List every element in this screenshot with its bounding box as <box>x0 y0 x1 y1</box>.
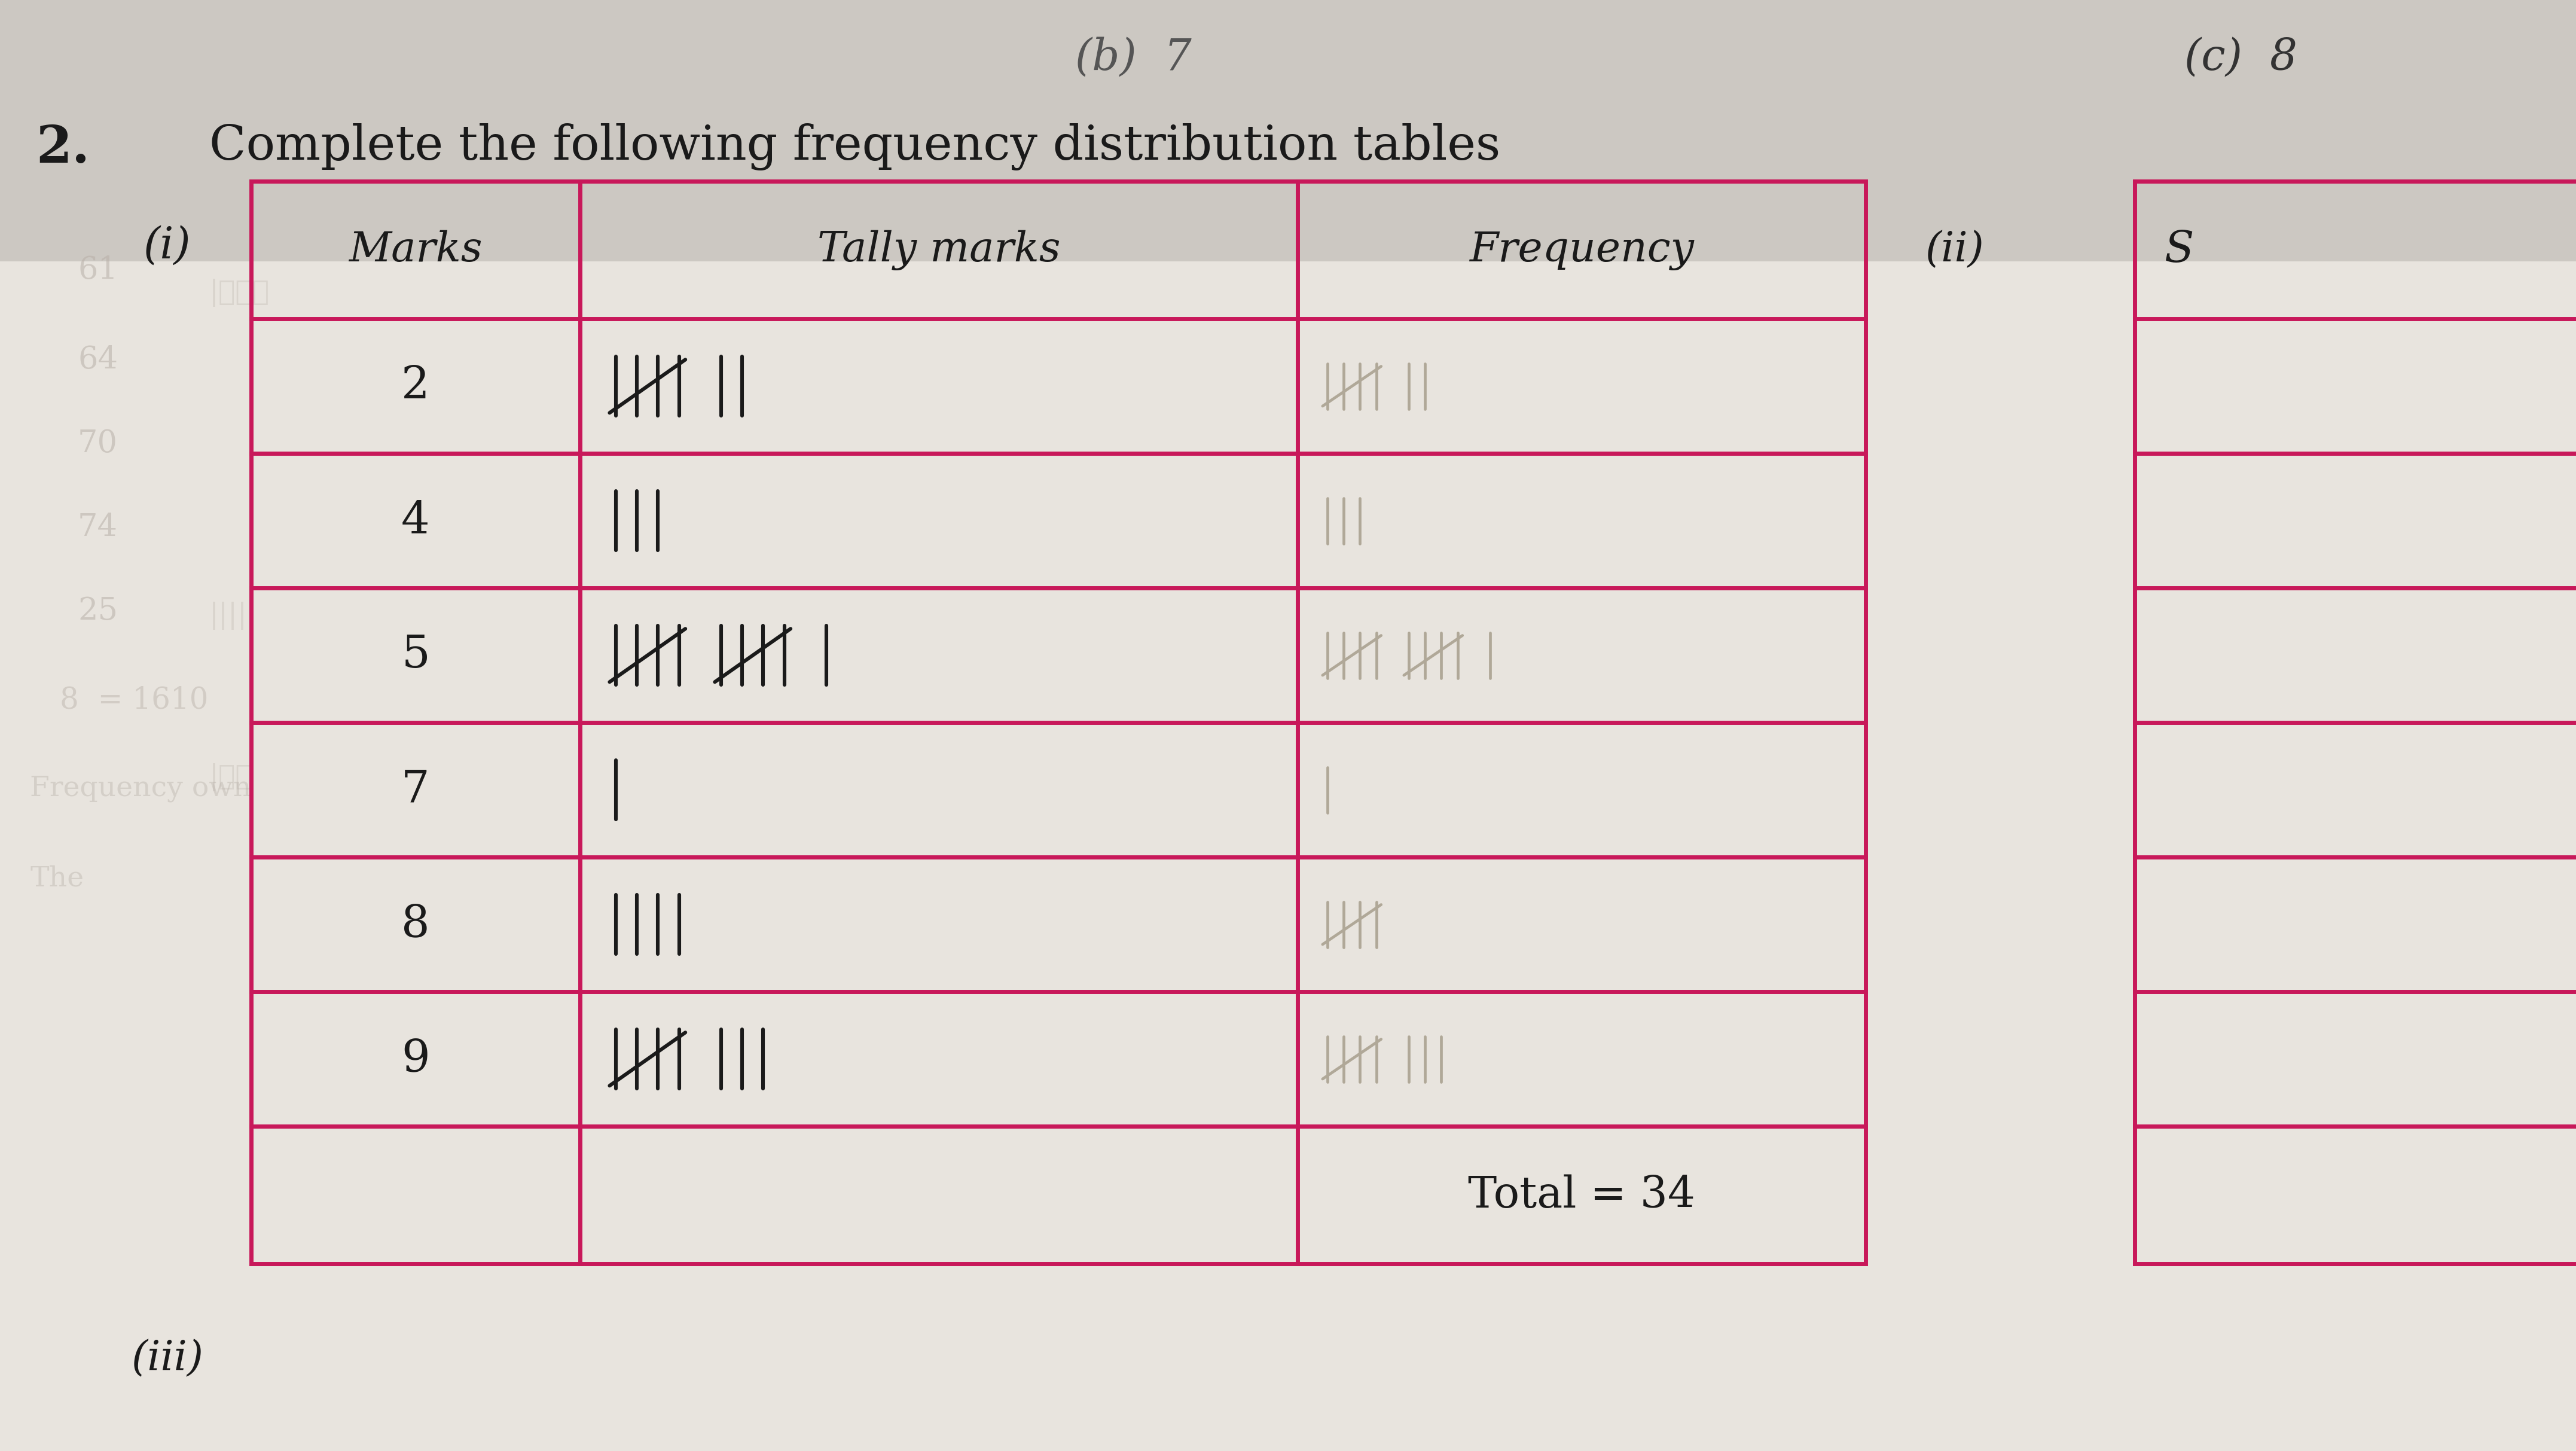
Text: (i): (i) <box>144 225 191 267</box>
Text: |ҼҼ: |ҼҼ <box>209 763 252 791</box>
Text: 2: 2 <box>402 364 430 408</box>
Text: 61: 61 <box>77 255 118 286</box>
Text: (ii): (ii) <box>1924 231 1984 270</box>
Text: 4: 4 <box>402 499 430 543</box>
Bar <box>0 0 2576 261</box>
Text: Marks: Marks <box>348 231 482 270</box>
Text: 25: 25 <box>77 596 118 627</box>
Text: 8: 8 <box>402 903 430 946</box>
Text: (c)  8: (c) 8 <box>2184 36 2298 78</box>
Text: 2.: 2. <box>36 123 90 174</box>
Text: 70: 70 <box>77 428 118 459</box>
Bar <box>250 181 1865 1264</box>
Text: 9: 9 <box>402 1037 430 1081</box>
Text: Complete the following frequency distribution tables: Complete the following frequency distrib… <box>209 123 1499 171</box>
Text: Total = 34: Total = 34 <box>1468 1174 1695 1216</box>
Text: 8  = 1610: 8 = 1610 <box>59 685 209 715</box>
Text: (b)  7: (b) 7 <box>1074 36 1193 78</box>
Text: 74: 74 <box>77 512 118 543</box>
Text: The: The <box>31 865 85 892</box>
Text: Frequency: Frequency <box>1468 231 1695 270</box>
Text: Frequency own: Frequency own <box>31 775 252 802</box>
Text: |ҼҼҼ: |ҼҼҼ <box>209 279 270 306</box>
Text: S: S <box>2164 229 2195 271</box>
Text: (iii): (iii) <box>131 1339 204 1380</box>
Text: 5: 5 <box>402 634 430 678</box>
Text: Tally marks: Tally marks <box>817 231 1061 270</box>
Text: 64: 64 <box>77 344 118 374</box>
Text: ||||: |||| <box>209 602 247 630</box>
Text: 7: 7 <box>402 768 430 811</box>
